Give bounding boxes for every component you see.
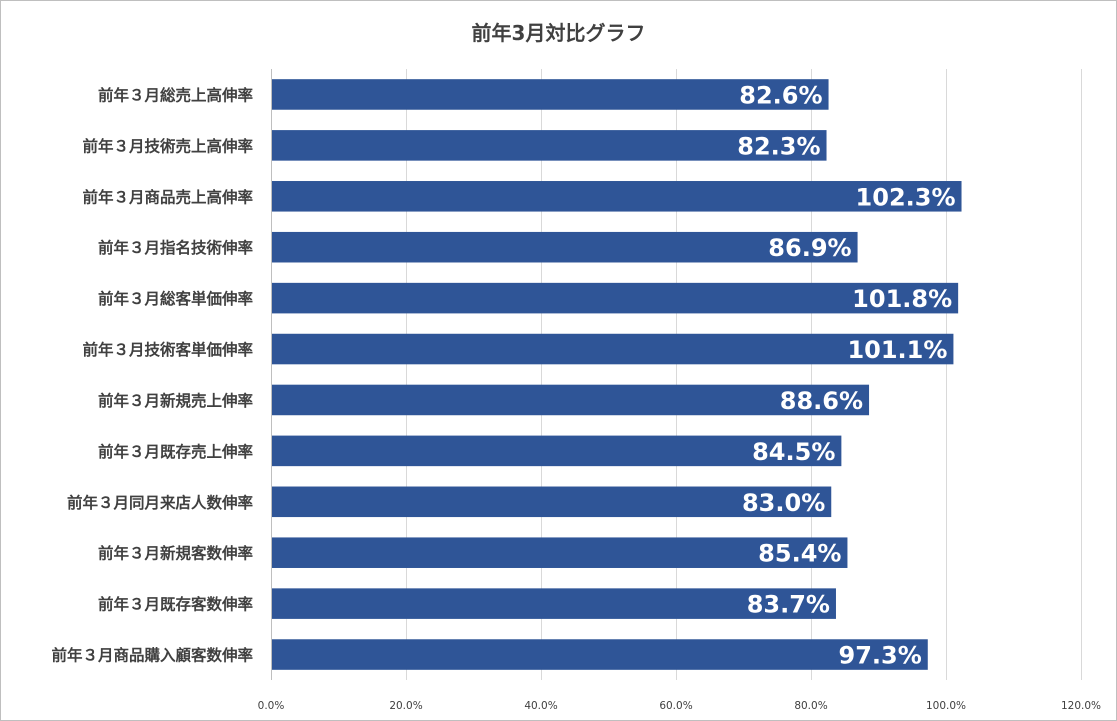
bar — [272, 79, 829, 110]
x-tick-label: 120.0% — [1061, 700, 1101, 712]
data-label: 83.0% — [742, 489, 825, 517]
category-label: 前年３月商品購入顧客数伸率 — [51, 646, 253, 665]
bar — [272, 282, 959, 314]
category-label: 前年３月総客単価伸率 — [98, 289, 254, 308]
category-label: 前年３月技術客単価伸率 — [82, 340, 253, 359]
x-tick-label: 100.0% — [926, 700, 966, 712]
bar — [272, 537, 848, 568]
bar — [272, 486, 832, 518]
bar — [272, 333, 954, 365]
category-label: 前年３月技術売上高伸率 — [82, 136, 253, 155]
data-label: 97.3% — [839, 642, 922, 670]
x-tick-label: 0.0% — [258, 700, 285, 712]
data-label: 84.5% — [752, 438, 835, 466]
x-tick-label: 40.0% — [524, 700, 557, 712]
data-label: 86.9% — [768, 234, 851, 262]
data-label: 82.3% — [737, 132, 820, 160]
bar — [272, 639, 928, 670]
category-label: 前年３月既存客数伸率 — [98, 595, 254, 614]
data-label: 101.1% — [847, 336, 947, 364]
category-label: 前年３月既存売上伸率 — [98, 442, 254, 461]
bar — [272, 181, 962, 212]
bar — [272, 588, 836, 619]
category-label: 前年３月指名技術伸率 — [98, 238, 254, 257]
category-label: 前年３月同月来店人数伸率 — [67, 493, 254, 512]
category-label: 前年３月商品売上高伸率 — [82, 187, 253, 206]
category-label: 前年３月総売上高伸率 — [98, 85, 254, 104]
bar — [272, 435, 842, 467]
category-label: 前年３月新規客数伸率 — [98, 544, 254, 563]
x-tick-label: 80.0% — [794, 700, 827, 712]
data-label: 83.7% — [747, 591, 830, 619]
x-tick-label: 60.0% — [659, 700, 692, 712]
data-label: 85.4% — [758, 540, 841, 568]
data-label: 82.6% — [739, 81, 822, 109]
data-label: 88.6% — [780, 387, 863, 415]
category-label: 前年３月新規売上伸率 — [98, 391, 254, 410]
bar — [272, 231, 858, 263]
chart-title: 前年3月対比グラフ — [471, 21, 646, 45]
data-label: 102.3% — [856, 183, 956, 211]
data-label: 101.8% — [852, 285, 952, 313]
bar — [272, 130, 827, 161]
bar — [272, 384, 870, 416]
x-tick-label: 20.0% — [389, 700, 422, 712]
